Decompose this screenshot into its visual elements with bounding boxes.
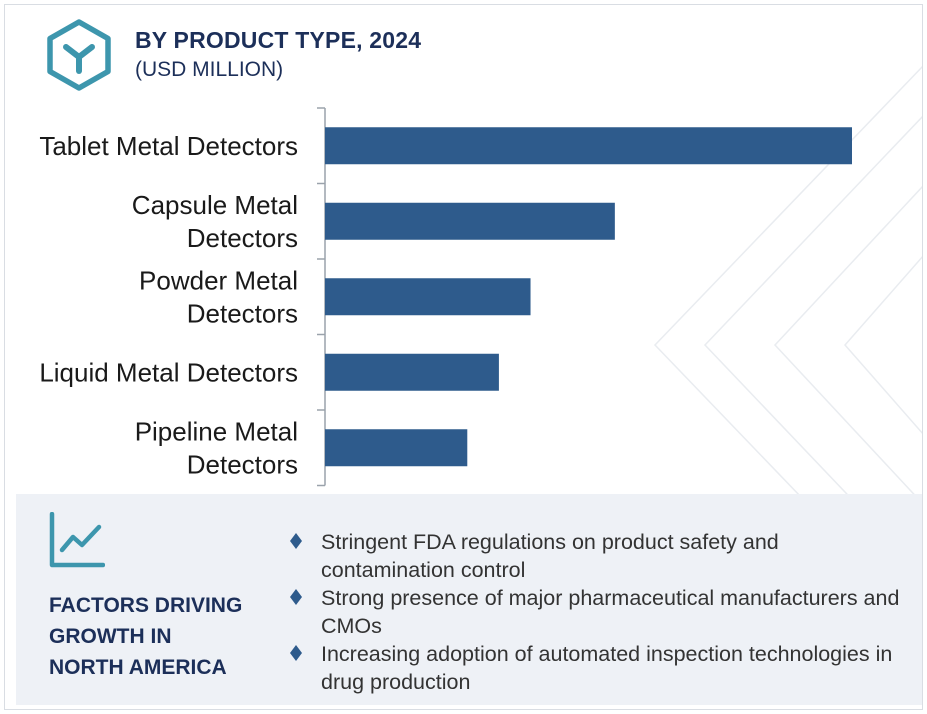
factors-title-line: GROWTH IN	[49, 625, 172, 648]
infographic-frame: BY PRODUCT TYPE, 2024 (USD MILLION) Tabl…	[4, 4, 923, 710]
factors-list: Stringent FDA regulations on product saf…	[288, 528, 918, 696]
factor-text: Stringent FDA regulations on product saf…	[321, 530, 779, 582]
category-label: Liquid Metal Detectors	[39, 357, 298, 387]
category-label: Capsule Metal	[132, 190, 298, 220]
category-label: Detectors	[187, 223, 298, 253]
factor-text: Increasing adoption of automated inspect…	[321, 642, 893, 694]
page-title: BY PRODUCT TYPE, 2024	[135, 27, 422, 53]
factors-title: FACTORS DRIVING GROWTH IN NORTH AMERICA	[49, 590, 249, 683]
factor-text: Strong presence of major pharmaceutical …	[321, 586, 900, 638]
bar	[325, 278, 531, 316]
diamond-bullet-icon	[288, 533, 304, 549]
category-label: Powder Metal	[139, 265, 298, 295]
diamond-bullet-icon	[288, 589, 304, 605]
factor-item: Strong presence of major pharmaceutical …	[288, 584, 918, 640]
category-label: Detectors	[187, 449, 298, 479]
category-label: Tablet Metal Detectors	[39, 131, 298, 161]
factors-title-line: FACTORS DRIVING	[49, 594, 243, 617]
factors-title-line: NORTH AMERICA	[49, 656, 227, 679]
cube-y-logo-icon	[47, 19, 111, 91]
diamond-bullet-icon	[288, 645, 304, 661]
bar	[325, 127, 852, 165]
trend-line-icon	[49, 512, 105, 568]
factor-item: Stringent FDA regulations on product saf…	[288, 528, 918, 584]
bar	[325, 353, 499, 391]
bar	[325, 202, 615, 240]
category-label: Detectors	[187, 298, 298, 328]
page-subtitle: (USD MILLION)	[135, 58, 284, 81]
factors-panel: FACTORS DRIVING GROWTH IN NORTH AMERICA …	[16, 494, 922, 705]
category-label: Pipeline Metal	[135, 416, 298, 446]
bar	[325, 429, 468, 467]
factor-item: Increasing adoption of automated inspect…	[288, 640, 918, 696]
